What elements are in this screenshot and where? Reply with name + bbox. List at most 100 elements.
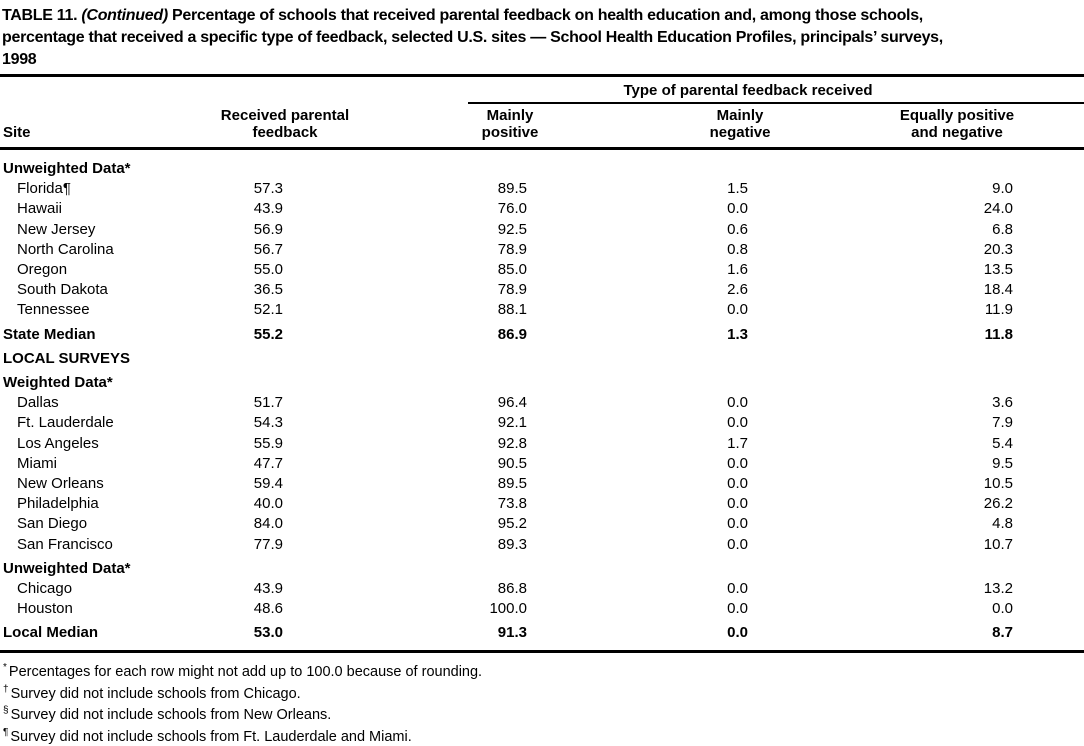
table-row: Hawaii 43.9 76.0 0.0 24.0 (0, 199, 1084, 219)
value-cell: 0.0 (727, 600, 748, 618)
value-cell: 0.0 (727, 200, 748, 218)
section-heading: Unweighted Data* (3, 160, 131, 177)
value-cell: 0.6 (727, 220, 748, 238)
section-heading: Unweighted Data* (3, 559, 131, 577)
value-cell: 55.2 (253, 325, 283, 343)
table-row: San Diego 84.0 95.2 0.0 4.8 (0, 514, 1084, 534)
footnote-text: Survey did not include schools from New … (10, 707, 332, 724)
footnote-marker: † (3, 683, 9, 695)
value-cell: 78.9 (497, 281, 527, 299)
site-cell: New Jersey (17, 220, 96, 238)
value-cell: 86.8 (497, 580, 527, 598)
value-cell: 1.5 (727, 180, 748, 198)
col-header-received-line-2: feedback (252, 124, 318, 141)
value-cell: 11.8 (984, 325, 1013, 343)
title-continued: (Continued) (81, 7, 168, 24)
site-cell: Dallas (17, 394, 59, 412)
site-cell: North Carolina (17, 240, 114, 258)
site-cell: South Dakota (17, 281, 108, 299)
footnote: † Survey did not include schools from Chi… (3, 681, 1084, 703)
value-cell: 0.0 (727, 475, 748, 493)
column-group-header: Type of parental feedback received (623, 82, 873, 99)
value-cell: 0.0 (727, 414, 748, 432)
section-row: Weighted Data* (0, 369, 1084, 393)
footnote-text: Percentages for each row might not add u… (8, 663, 483, 680)
value-cell: 85.0 (497, 261, 527, 279)
col-header-mainly-positive: Mainly positive (392, 104, 628, 150)
value-cell: 77.9 (253, 535, 283, 553)
footnote-text: Survey did not include schools from Ft. … (10, 728, 412, 745)
col-header-mainly-negative: Mainly negative (628, 104, 852, 150)
table-title-line-2: percentage that received a specific type… (2, 29, 943, 46)
value-cell: 10.5 (983, 475, 1013, 493)
value-cell: 100.0 (489, 600, 527, 618)
median-row: State Median 55.2 86.9 1.3 11.8 (0, 321, 1084, 345)
col-header-site: Site (0, 104, 178, 150)
section-row: Unweighted Data* (0, 149, 1084, 180)
value-cell: 89.3 (497, 535, 527, 553)
title-divider-rule (0, 74, 1084, 77)
col-header-equally: Equally positive and negative (852, 104, 1084, 150)
value-cell: 43.9 (253, 200, 283, 218)
value-cell: 0.0 (727, 535, 748, 553)
value-cell: 0.0 (727, 580, 748, 598)
site-cell: Ft. Lauderdale (17, 414, 114, 432)
value-cell: 56.7 (253, 240, 283, 258)
value-cell: 86.9 (497, 325, 527, 343)
value-cell: 43.9 (253, 580, 283, 598)
table-row: Ft. Lauderdale 54.3 92.1 0.0 7.9 (0, 413, 1084, 433)
section-row: Unweighted Data* (0, 555, 1084, 579)
footnote-marker: * (3, 661, 7, 673)
table-row: Houston 48.6 100.0 0.0 0.0 (0, 599, 1084, 619)
value-cell: 0.0 (727, 495, 748, 513)
value-cell: 20.3 (983, 240, 1013, 258)
value-cell: 4.8 (992, 515, 1013, 533)
footnote-marker: § (3, 705, 9, 717)
site-cell: State Median (3, 325, 96, 343)
value-cell: 90.5 (497, 454, 527, 472)
table-row: Tennessee 52.1 88.1 0.0 11.9 (0, 300, 1084, 320)
value-cell: 59.4 (253, 475, 283, 493)
site-cell: Houston (17, 600, 73, 618)
table-row: Miami 47.7 90.5 0.0 9.5 (0, 454, 1084, 474)
value-cell: 0.8 (727, 240, 748, 258)
col-header-equally-line-1: Equally positive (899, 107, 1015, 124)
col-header-received: Received parental feedback (178, 104, 392, 150)
column-header-row: Site Received parental feedback Mainly p… (0, 104, 1084, 150)
value-cell: 48.6 (253, 600, 283, 618)
value-cell: 3.6 (992, 394, 1013, 412)
value-cell: 9.0 (992, 180, 1013, 198)
value-cell: 10.7 (983, 535, 1013, 553)
col-header-received-line-1: Received parental (220, 107, 350, 124)
table-title-line-3: 1998 (2, 51, 37, 68)
value-cell: 36.5 (253, 281, 283, 299)
group-header-spacer (0, 77, 392, 104)
value-cell: 18.4 (983, 281, 1013, 299)
value-cell: 1.6 (727, 261, 748, 279)
value-cell: 6.8 (992, 220, 1013, 238)
table-row: Oregon 55.0 85.0 1.6 13.5 (0, 260, 1084, 280)
footnotes: * Percentages for each row might not add … (0, 659, 1084, 746)
value-cell: 78.9 (497, 240, 527, 258)
footnote: * Percentages for each row might not add … (3, 659, 1084, 681)
value-cell: 8.7 (852, 619, 1084, 653)
section-heading: LOCAL SURVEYS (3, 349, 130, 367)
site-cell: New Orleans (17, 475, 104, 493)
col-header-mainly-negative-line-1: Mainly (716, 107, 764, 124)
value-cell: 95.2 (497, 515, 527, 533)
value-cell: 56.9 (253, 220, 283, 238)
value-cell: 57.3 (253, 180, 283, 198)
section-row: LOCAL SURVEYS (0, 345, 1084, 369)
table-row: Florida¶ 57.3 89.5 1.5 9.0 (0, 179, 1084, 199)
value-cell: 0.0 (628, 619, 852, 653)
site-cell: Hawaii (17, 200, 63, 218)
title-prefix: TABLE 11. (2, 7, 82, 24)
value-cell: 54.3 (253, 414, 283, 432)
col-header-equally-line-2: and negative (911, 124, 1003, 141)
site-cell: Florida¶ (17, 180, 71, 198)
value-cell: 92.8 (497, 434, 527, 452)
site-cell: Chicago (17, 580, 73, 598)
value-cell: 53.0 (178, 619, 392, 653)
value-cell: 51.7 (253, 394, 283, 412)
value-cell: 84.0 (253, 515, 283, 533)
